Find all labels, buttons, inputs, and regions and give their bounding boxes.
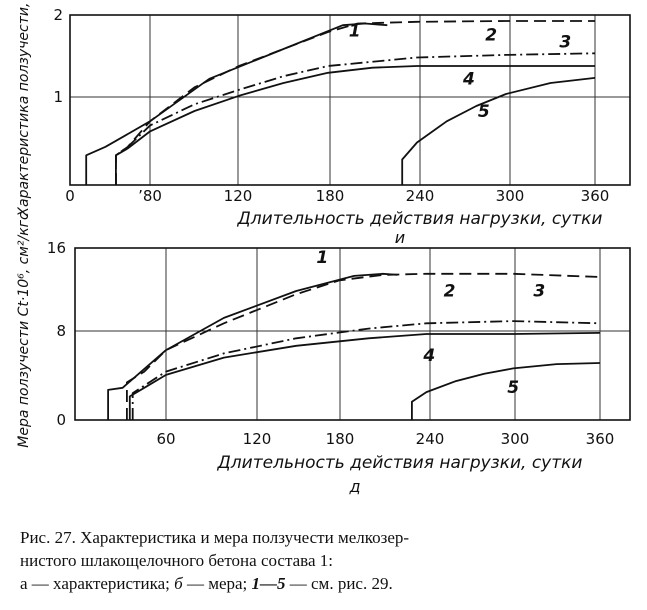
panel-marker: и	[395, 228, 405, 247]
x-axis-label: Длительность действия нагрузки, сутки	[237, 209, 603, 229]
y-tick-label: 8	[56, 322, 66, 340]
caption-part-a: а — характеристика;	[20, 574, 170, 593]
series-line-1	[107, 272, 398, 420]
caption-line-1: Рис. 27. Характеристика и мера ползучест…	[20, 528, 410, 547]
series-line-2	[126, 272, 601, 420]
y-tick-label: 2	[53, 6, 63, 24]
caption-curves-text: — см. рис. 29.	[289, 574, 393, 593]
y-tick-label: 0	[56, 411, 66, 429]
series-label-3: 3	[559, 32, 571, 52]
plot-frame	[74, 247, 631, 421]
x-tick-label: ʼ80	[138, 187, 162, 205]
series-label-2: 2	[444, 281, 456, 301]
series-line-1	[85, 22, 388, 185]
series-line-4	[115, 65, 595, 185]
series-line-3	[115, 52, 596, 185]
panel-a-characteristic: 0 ʼ80 120 180 240 300 360 1 2 Длительность действ…	[16, 0, 631, 247]
y-axis-label: Характеристика ползучести, φt	[16, 0, 32, 218]
x-tick-label: 360	[586, 430, 615, 448]
series-label-1: 1	[316, 248, 328, 268]
x-tick-label: 120	[243, 430, 272, 448]
caption-line-3: а — характеристика; б — мера; 1—5 — см. …	[20, 572, 635, 595]
y-tick-label: 16	[47, 239, 66, 257]
x-tick-label: 240	[416, 430, 445, 448]
caption-part-b-letter: б	[174, 574, 183, 593]
caption-line-2: нистого шлакощелочного бетона состава 1:	[20, 551, 333, 570]
x-tick-label: 0	[65, 187, 75, 205]
x-tick-label: 240	[406, 187, 435, 205]
series-line-5	[401, 77, 596, 185]
series-label-2: 2	[485, 26, 497, 46]
x-axis-label: Длительность действия нагрузки, сутки	[217, 453, 583, 473]
panel-b-measure: 60 120 180 240 300 360 0 8 16 Длительность действ…	[16, 212, 631, 496]
caption-part-b-text: — мера;	[186, 574, 248, 593]
x-tick-label: 360	[581, 187, 610, 205]
series-line-3	[131, 320, 601, 420]
figure-caption: Рис. 27. Характеристика и мера ползучест…	[20, 526, 635, 595]
panel-marker: д	[348, 477, 360, 496]
y-axis-label: Мера ползучести Ct·10⁶, см²/кгс	[16, 212, 32, 448]
series-label-4: 4	[462, 70, 475, 90]
series-line-4	[128, 332, 601, 420]
series-line-2	[115, 20, 595, 185]
y-tick-label: 1	[53, 88, 63, 106]
x-tick-label: 180	[326, 430, 355, 448]
plot-frame	[69, 14, 631, 186]
series-label-5: 5	[478, 102, 490, 122]
x-tick-label: 180	[316, 187, 345, 205]
series-line-5	[410, 362, 601, 420]
caption-curves-ref: 1—5	[251, 574, 286, 593]
series-label-5: 5	[507, 378, 519, 398]
x-tick-label: 120	[224, 187, 253, 205]
series-label-3: 3	[533, 281, 545, 301]
series-label-4: 4	[422, 346, 435, 366]
series-label-1: 1	[349, 21, 361, 41]
x-tick-label: 60	[156, 430, 175, 448]
x-tick-label: 300	[501, 430, 530, 448]
x-tick-label: 300	[496, 187, 525, 205]
